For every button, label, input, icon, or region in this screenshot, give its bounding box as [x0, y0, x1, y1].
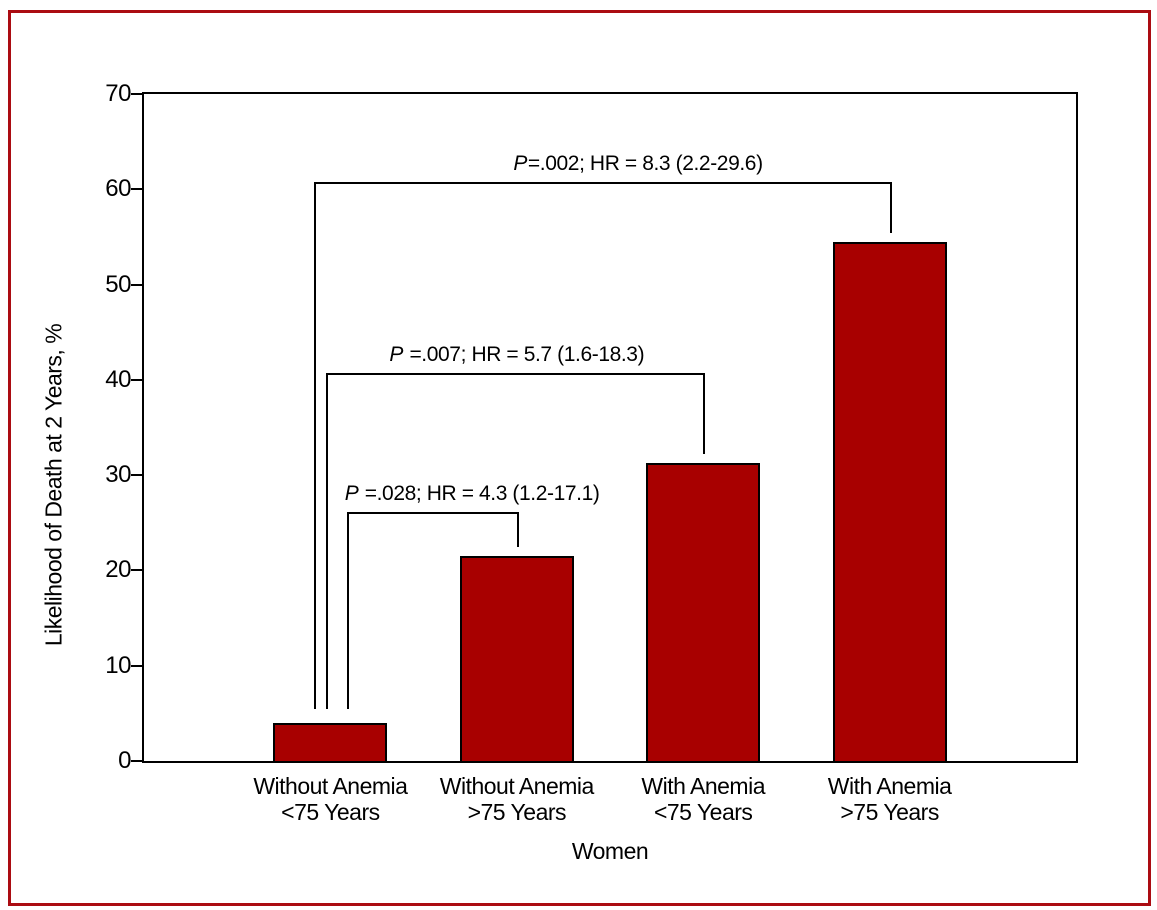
y-tick-mark — [131, 283, 142, 286]
bracket-line — [314, 181, 317, 709]
comparison-label: P=.002; HR = 8.3 (2.2-29.6) — [513, 151, 763, 175]
category-line: With Anemia — [641, 773, 765, 799]
y-tick-mark — [131, 93, 142, 95]
category-line: <75 Years — [653, 799, 753, 825]
bracket-line — [326, 373, 706, 376]
bar — [273, 722, 388, 761]
category-line: >75 Years — [840, 799, 939, 825]
bracket-line — [347, 512, 519, 515]
comparison-label: P =.007; HR = 5.7 (1.6-18.3) — [389, 343, 645, 367]
bracket-line — [889, 181, 892, 233]
x-axis-title: Women — [571, 838, 649, 864]
bracket-line — [326, 373, 329, 709]
y-tick-label: 70 — [105, 80, 131, 107]
comparison-label: P =.028; HR = 4.3 (1.2-17.1) — [344, 482, 600, 506]
category-label: Without Anemia >75 Years — [439, 773, 595, 825]
category-line: >75 Years — [467, 799, 567, 825]
category-label: With Anemia <75 Years — [641, 773, 765, 825]
y-tick-label: 60 — [105, 175, 131, 203]
category-label: Without Anemia <75 Years — [253, 773, 408, 825]
bar — [646, 462, 761, 761]
y-tick-label: 30 — [105, 461, 131, 489]
category-line: With Anemia — [827, 773, 952, 799]
y-tick-mark — [131, 569, 142, 572]
y-tick-mark — [131, 664, 142, 667]
y-tick-label: 0 — [118, 747, 131, 774]
category-line: Without Anemia — [253, 773, 408, 799]
category-line: <75 Years — [281, 799, 380, 825]
y-tick-label: 20 — [105, 556, 131, 584]
y-tick-label: 40 — [105, 365, 131, 393]
bracket-line — [516, 512, 519, 548]
category-label: With Anemia >75 Years — [828, 773, 952, 825]
plot-area: 0 10 20 30 40 50 60 70 Without Anemia <75 Years Wi… — [105, 80, 1078, 825]
y-tick-mark — [131, 760, 142, 762]
bar — [832, 241, 947, 761]
category-line: Without Anemia — [439, 773, 595, 799]
bracket-line — [347, 512, 350, 709]
bar — [459, 556, 574, 761]
y-tick-label: 10 — [105, 651, 131, 679]
bracket-line — [314, 181, 892, 184]
y-tick-mark — [131, 474, 142, 477]
bracket-line — [703, 373, 706, 454]
y-tick-label: 50 — [105, 270, 131, 298]
y-tick-mark — [131, 188, 142, 191]
y-tick-mark — [131, 378, 142, 381]
figure-frame — [8, 10, 1151, 906]
y-axis-title: Likelihood of Death at 2 Years, % — [40, 323, 67, 647]
